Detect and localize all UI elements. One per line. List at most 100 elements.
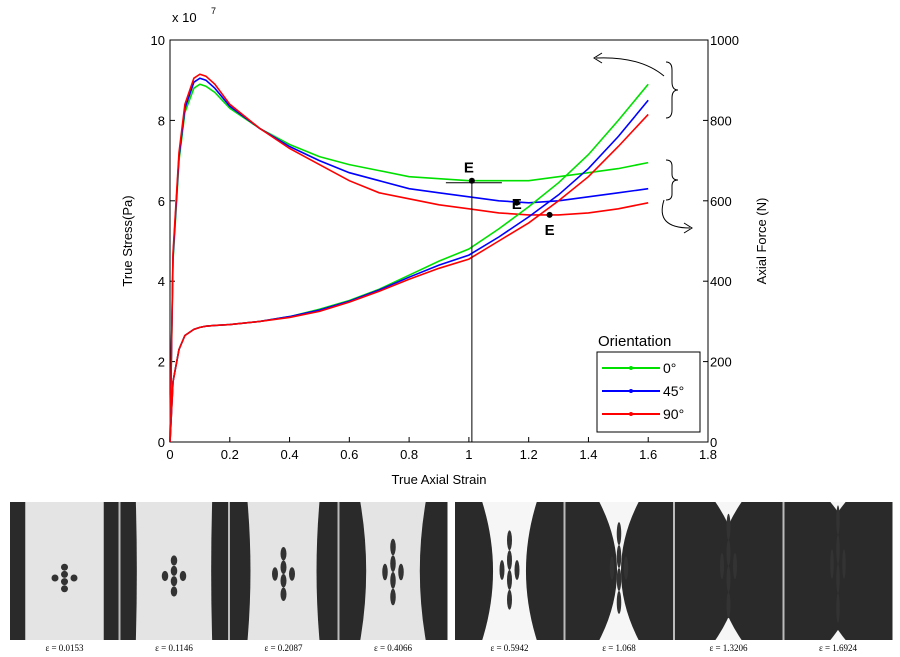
dot <box>61 585 68 593</box>
x-tick-label: 1.6 <box>639 447 657 462</box>
dot <box>272 567 278 581</box>
photo-caption: ε = 1.3206 <box>709 643 748 652</box>
x-tick-label: 1 <box>465 447 472 462</box>
legend-label: 90° <box>663 406 684 422</box>
dot <box>289 567 295 581</box>
y-tick-label: 2 <box>158 355 165 370</box>
annotation-point <box>546 211 553 218</box>
y-axis-label: True Stress(Pa) <box>120 195 135 286</box>
y-tick-label: 4 <box>158 274 165 289</box>
x-tick-label: 1.8 <box>699 447 717 462</box>
dot <box>733 552 737 580</box>
dot <box>507 550 512 570</box>
dot <box>280 547 287 561</box>
data-line <box>169 113 649 443</box>
dot <box>280 560 287 574</box>
dot <box>842 549 846 579</box>
x-tick-label: 0.4 <box>281 447 299 462</box>
legend-marker <box>629 366 633 370</box>
dot <box>616 590 622 614</box>
x-tick-label: 1.2 <box>520 447 538 462</box>
dot <box>179 570 187 582</box>
dot <box>616 522 622 546</box>
dot <box>280 574 287 588</box>
annotation-point <box>513 199 520 206</box>
photo-caption: ε = 0.5942 <box>490 643 528 652</box>
dot <box>398 563 404 581</box>
dot <box>390 588 396 606</box>
y2-tick-label: 0 <box>710 435 717 450</box>
dot <box>830 549 834 579</box>
bracket <box>665 61 679 119</box>
annotation-label: E <box>464 160 474 177</box>
grip-right <box>817 502 893 640</box>
dot <box>170 576 178 587</box>
data-line <box>169 99 649 443</box>
grip-left <box>564 502 618 640</box>
annotation-label: E <box>512 196 522 213</box>
annotation-label: E <box>545 222 555 239</box>
dot <box>616 567 622 591</box>
legend-marker <box>629 389 633 393</box>
plot-frame <box>169 39 709 443</box>
photo-caption: ε = 1.6924 <box>819 643 858 652</box>
bracket <box>665 159 679 201</box>
dot <box>623 556 629 580</box>
y-tick-label: 6 <box>158 194 165 209</box>
photo-caption: ε = 0.2087 <box>264 643 303 652</box>
dot <box>507 570 512 590</box>
legend-title: Orientation <box>598 333 671 350</box>
photo-strip: ε = 0.0153 ε = 0.1146 ε = 0.2087 ε = 0.4066… <box>10 502 893 653</box>
y2-tick-label: 200 <box>710 355 732 370</box>
annotation-point <box>468 177 475 184</box>
dot <box>61 578 68 586</box>
dot <box>51 574 59 582</box>
dot <box>514 560 520 580</box>
y-multiplier: x 10 <box>172 10 197 25</box>
dot <box>836 534 840 565</box>
dot <box>720 552 724 580</box>
legend-label: 45° <box>663 383 684 399</box>
data-line <box>169 77 649 443</box>
y2-tick-label: 1000 <box>710 33 739 48</box>
grip-left <box>674 502 739 640</box>
y-tick-label: 8 <box>158 113 165 128</box>
grip-right <box>316 502 338 640</box>
grip-right <box>620 502 674 640</box>
dot <box>726 565 731 593</box>
y-tick-label: 10 <box>151 33 165 48</box>
grip-right <box>718 502 783 640</box>
dot <box>61 563 68 571</box>
y-exponent: 7 <box>211 6 216 16</box>
dot <box>726 539 731 567</box>
dot <box>382 563 388 581</box>
dot <box>836 505 840 535</box>
grip-left <box>338 502 367 640</box>
grip-right <box>103 502 119 640</box>
dot <box>170 555 178 566</box>
legend-marker <box>629 412 633 416</box>
dot <box>507 589 512 610</box>
dot <box>390 538 396 556</box>
x-tick-label: 0.8 <box>400 447 418 462</box>
y2-axis-label: Axial Force (N) <box>754 198 769 285</box>
data-line <box>169 83 649 443</box>
dot <box>726 513 731 540</box>
dot <box>609 556 615 580</box>
dot <box>836 593 840 623</box>
dot <box>499 560 505 580</box>
data-line <box>169 73 649 443</box>
arrow <box>661 199 691 229</box>
arrow-head <box>683 222 693 234</box>
dot <box>616 545 622 569</box>
dot <box>836 563 840 594</box>
x-tick-label: 1.4 <box>579 447 597 462</box>
grip-right <box>211 502 229 640</box>
photo-caption: ε = 0.4066 <box>374 643 413 652</box>
legend-label: 0° <box>663 360 676 376</box>
dot <box>61 570 68 578</box>
dot <box>507 530 512 551</box>
y2-tick-label: 400 <box>710 274 732 289</box>
dot <box>70 574 78 582</box>
